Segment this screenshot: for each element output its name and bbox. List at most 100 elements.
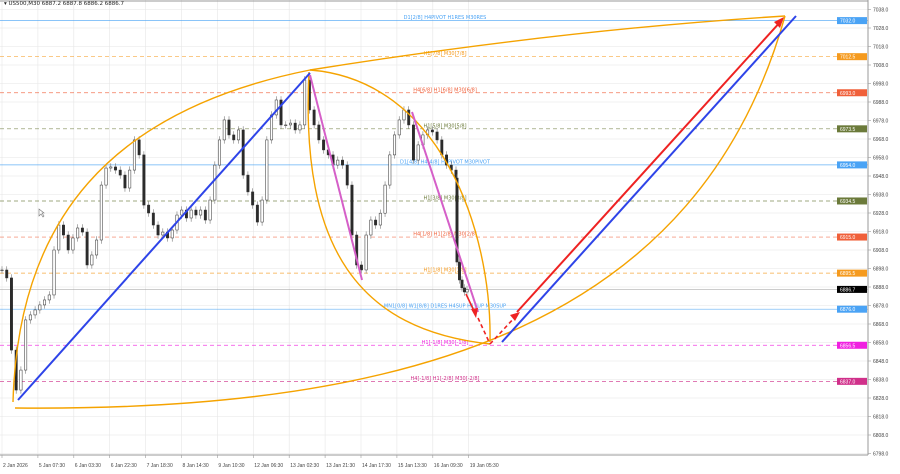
level-label: H1[1/8] M30[1/8]: [423, 268, 466, 274]
candle: [151, 212, 155, 226]
candle: [142, 154, 146, 206]
red-arrowhead-icon: [774, 17, 784, 28]
magenta-channel-line-2[interactable]: [411, 111, 479, 313]
x-tick-label: 16 Jan 09:30: [434, 463, 463, 469]
y-tick-label: 6968.0: [873, 137, 889, 143]
price-tag: [837, 53, 867, 61]
candle: [345, 164, 349, 186]
x-tick-label: 14 Jan 17:30: [362, 463, 391, 469]
price-tag-label: 6895.5: [840, 271, 856, 277]
orange-inner-right-arc[interactable]: [309, 69, 491, 343]
y-tick-label: 6848.0: [873, 359, 889, 365]
price-tag-label: 6954.0: [840, 163, 856, 169]
candle: [393, 134, 396, 156]
candle: [161, 231, 165, 236]
magenta-channel-line-1[interactable]: [309, 74, 363, 281]
x-tick-label: 13 Jan 21:30: [326, 463, 355, 469]
y-tick-label: 6888.0: [873, 285, 889, 291]
candle: [416, 144, 420, 161]
candle: [460, 279, 464, 289]
time-axis[interactable]: 2 Jan 2026 5 Jan 07:30 6 Jan 03:30 6 Jan 22…: [0, 454, 868, 469]
candle: [24, 319, 28, 371]
candle: [284, 124, 288, 126]
price-tag: [837, 377, 867, 385]
level-label: H4[-1/8] H1[-2/8] M30[-2/8]: [411, 376, 480, 382]
candle: [208, 199, 212, 221]
triangle-down-icon[interactable]: ▾: [4, 1, 7, 7]
y-tick-label: 6898.0: [873, 267, 889, 273]
candle: [123, 174, 127, 189]
candle: [411, 124, 415, 161]
x-tick-label: 6 Jan 03:30: [75, 463, 101, 469]
candle: [303, 79, 307, 126]
price-tag-label: 6915.0: [840, 235, 856, 241]
y-tick-label: 6958.0: [873, 156, 889, 162]
red-arrowhead-down-icon: [471, 308, 478, 318]
y-tick-label: 6948.0: [873, 174, 889, 180]
y-tick-label: 7008.0: [873, 63, 889, 69]
candle: [312, 109, 316, 126]
candle: [463, 287, 466, 293]
level-label: H1[3/8] M30[3/8]: [423, 195, 466, 201]
drawings[interactable]: [12, 15, 797, 409]
candle: [137, 139, 141, 156]
candle: [222, 119, 226, 141]
red-arrowhead-up-icon: [510, 312, 520, 321]
candle: [251, 191, 255, 206]
level-label: H1[5/8] M30[5/8]: [423, 123, 466, 129]
candle: [218, 139, 221, 166]
price-tag: [837, 161, 867, 169]
candle: [104, 167, 108, 186]
y-tick-label: 7018.0: [873, 45, 889, 51]
candle: [52, 249, 56, 296]
candle: [90, 254, 94, 266]
price-axis[interactable]: 7038.0 7028.0 7018.0 7008.0 6998.0 6988.0 6978…: [837, 0, 889, 458]
candle: [128, 169, 132, 189]
x-tick-label: 9 Jan 10:30: [218, 463, 244, 469]
orange-inner-left-arc[interactable]: [307, 71, 491, 345]
candle: [383, 184, 387, 214]
level-label: D1[2/8] H4PIVOT H1RES M30RES: [404, 15, 487, 21]
y-tick-label: 6838.0: [873, 378, 889, 384]
candle: [388, 154, 392, 186]
red-dashed-up[interactable]: [489, 315, 517, 345]
price-tag-label: 6934.5: [840, 199, 856, 205]
candle: [265, 139, 269, 201]
candle: [465, 289, 469, 293]
blue-trendline-left[interactable]: [17, 72, 311, 401]
candle: [199, 209, 203, 216]
candle: [28, 314, 32, 321]
y-tick-label: 7038.0: [873, 8, 889, 14]
level-label: MN1[0/8] W1[8/8] D1RES H4SUP H1SUP M30SU…: [384, 304, 506, 310]
candle: [62, 224, 65, 236]
x-tick-label: 7 Jan 18:30: [147, 463, 173, 469]
candle: [397, 119, 401, 136]
candle: [213, 164, 217, 201]
blue-trendline-right[interactable]: [501, 15, 797, 343]
candle: [364, 234, 368, 271]
red-projection-line[interactable]: [516, 19, 783, 313]
orange-bottom-arc[interactable]: [14, 15, 786, 409]
candle: [298, 124, 302, 131]
y-tick-label: 6928.0: [873, 211, 889, 217]
candle: [369, 219, 373, 236]
candle: [458, 261, 461, 281]
candle: [99, 184, 103, 241]
candle: [109, 166, 113, 169]
current-price-tag: [837, 285, 867, 293]
x-tick-label: 5 Jan 07:30: [39, 463, 65, 469]
price-tag-label: 7012.5: [840, 55, 856, 61]
candle: [189, 209, 193, 219]
y-tick-label: 6878.0: [873, 304, 889, 310]
x-tick-label: 19 Jan 05:30: [470, 463, 499, 469]
candle: [374, 219, 378, 226]
level-label: H4[6/8] H1[6/8] M30[6/8]: [413, 87, 477, 93]
orange-outer-arc[interactable]: [12, 15, 786, 403]
candle: [0, 269, 4, 272]
candle: [402, 109, 406, 121]
candle: [322, 139, 326, 151]
candle: [147, 204, 151, 214]
red-dashed-down[interactable]: [477, 317, 491, 345]
price-tag: [837, 233, 867, 241]
